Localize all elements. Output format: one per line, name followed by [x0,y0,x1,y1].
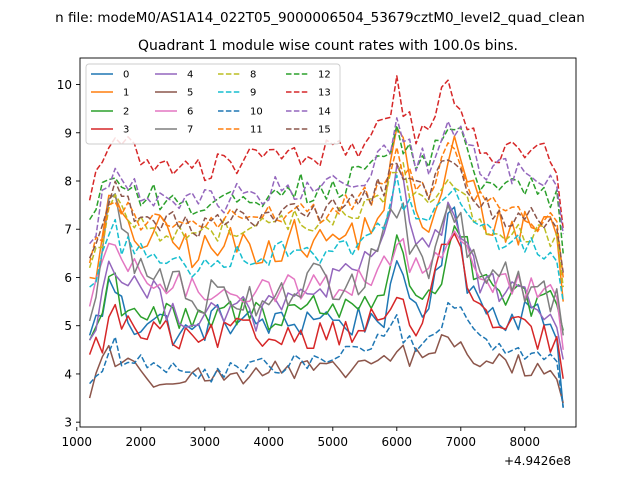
figure-suptitle: n file: modeM0/AS1A14_022T05_9000006504_… [55,10,585,26]
legend-label-13: 13 [318,88,331,99]
x-tick-label: 1000 [62,435,93,449]
ticks-layer: 1000 2000 3000 4000 5000 6000 7000 8000 3 4 5 6 7 8 9 1… [57,78,540,449]
legend-box [85,63,341,145]
legend-label-3: 3 [123,125,129,136]
legend-label-6: 6 [187,107,193,118]
y-tick-label: 8 [64,175,72,189]
legend-label-1: 1 [123,88,129,99]
legend-label-7: 7 [187,125,193,136]
chart-title: Quadrant 1 module wise count rates with … [138,38,518,54]
x-tick-label: 7000 [446,435,477,449]
series-line-0 [88,206,564,408]
legend-label-15: 15 [318,125,331,136]
series-line-4 [88,164,564,360]
legend-label-5: 5 [187,88,193,99]
series-line-7 [88,193,564,336]
legend-label-10: 10 [250,107,263,118]
legend-label-12: 12 [318,70,331,81]
legend-label-9: 9 [250,88,256,99]
y-tick-label: 3 [64,416,72,430]
legend-label-14: 14 [318,107,331,118]
x-tick-label: 2000 [126,435,157,449]
series-line-1 [89,127,564,302]
legend-label-11: 11 [250,125,263,136]
series-line-12 [88,124,564,254]
x-tick-label: 6000 [382,435,413,449]
series-line-5 [88,334,564,404]
x-tick-label: 8000 [510,435,541,449]
x-tick-label: 3000 [190,435,221,449]
legend-label-4: 4 [187,70,193,81]
x-offset-label: +4.9426e8 [504,454,571,468]
legend-label-2: 2 [123,107,129,118]
series-line-11 [88,142,564,278]
legend-label-8: 8 [250,70,256,81]
x-tick-label: 4000 [254,435,285,449]
series-line-15 [88,159,564,273]
series-line-3 [88,232,564,379]
x-tick-label: 5000 [318,435,349,449]
y-tick-label: 5 [64,319,72,333]
series-line-9 [89,174,564,302]
y-tick-label: 7 [64,223,72,237]
y-tick-label: 10 [57,78,72,92]
series-line-14 [89,117,564,245]
axes-frame [79,57,577,428]
series-line-10 [89,301,564,408]
y-tick-label: 6 [64,271,72,285]
y-tick-label: 9 [64,126,72,140]
y-tick-label: 4 [64,367,72,381]
series-line-2 [88,225,564,341]
legend-label-0: 0 [123,70,129,81]
